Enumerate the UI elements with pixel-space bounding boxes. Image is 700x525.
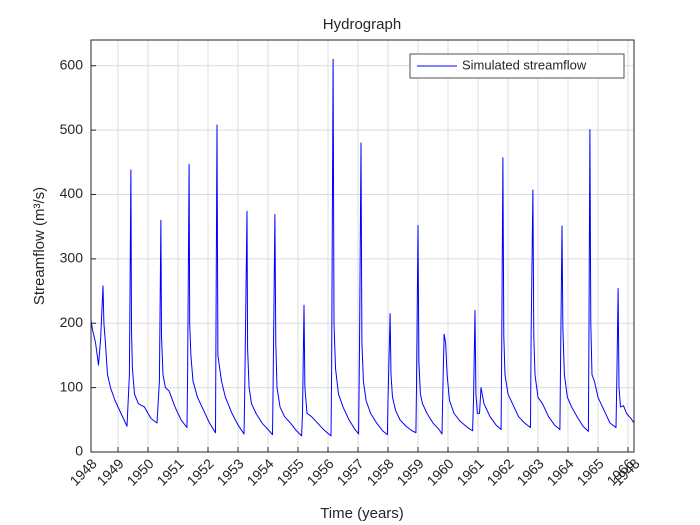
- chart-title: Hydrograph: [323, 16, 401, 33]
- y-tick-label: 400: [60, 185, 84, 201]
- y-tick-label: 100: [60, 378, 84, 394]
- y-tick-label: 300: [60, 250, 84, 266]
- data-line: [90, 58, 635, 437]
- lines: [90, 58, 635, 437]
- y-axis-label: Streamflow (m³/s): [31, 187, 48, 305]
- axes-box: [90, 39, 635, 453]
- legend: Simulated streamflow: [409, 53, 625, 79]
- y-tick-label: 200: [60, 314, 84, 330]
- plot-area: [91, 40, 634, 452]
- x-axis-label: Time (years): [320, 505, 404, 522]
- legend-label: Simulated streamflow: [462, 57, 587, 72]
- y-tick-label: 500: [60, 121, 84, 137]
- y-tick-label: 600: [60, 56, 84, 72]
- y-tick-label: 0: [75, 443, 83, 459]
